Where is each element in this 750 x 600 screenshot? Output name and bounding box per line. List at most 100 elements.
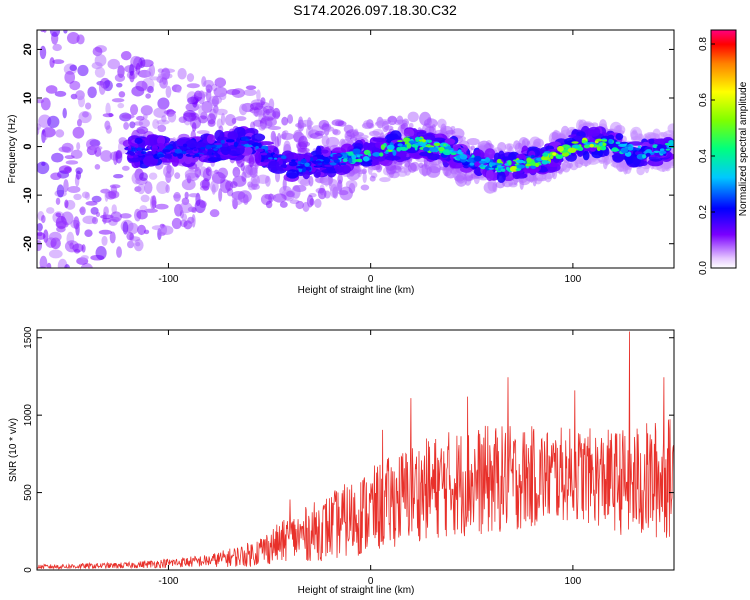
spectrogram-cell [396,140,403,143]
snr-panel: -100 0 100 0 500 1000 1500 Height of straight… [8,326,675,596]
y-tick-label: 1500 [23,326,34,349]
spectrogram-cell [147,85,154,94]
spectrogram-cell [425,139,429,143]
spectrogram-cell [278,158,283,165]
spectrogram-cell [307,167,312,171]
snr-series-line [37,331,674,570]
spectrogram-cell [40,30,45,33]
spectrogram-cell [214,77,227,88]
spectrogram-cell [665,161,674,169]
spectrogram-cell [47,115,60,128]
spectrogram-cell [140,194,150,203]
spectrogram-cell [407,111,419,123]
y-tick-label: 10 [22,92,34,104]
spectrogram-cell [363,141,370,153]
spectrogram-cell [219,92,227,101]
spectrogram-cell [280,163,287,168]
spectrogram-cell [173,191,181,202]
spectrogram-cell [46,207,55,214]
spectrogram-cell [396,115,404,125]
spectrogram-cell [109,231,116,244]
spectrogram-cell [516,164,526,169]
spectrogram-cell [64,155,75,160]
spectrogram-cell [95,246,107,260]
spectrogram-cell [371,160,380,165]
spectrogram-cell [408,140,417,144]
spectrogram-cell [422,146,430,152]
spectrogram-cell [342,158,348,163]
spectrogram-cell [530,154,535,159]
spectrogram-cell [310,163,317,173]
spectrogram-cell [526,157,532,163]
spectrogram-cell [372,152,382,157]
spectrogram-cell [62,270,75,277]
spectrogram-cell [250,183,260,190]
colorbar-gradient [710,29,737,269]
spectrogram-cell [37,240,43,252]
spectrogram-cell [368,130,381,137]
spectrogram-cell [297,116,304,130]
spectrogram-cell [601,145,607,151]
spectrogram-cell [151,148,158,152]
spectrogram-cell [341,165,351,174]
spectrogram-cell [137,183,146,195]
spectrogram-cell [119,213,132,219]
spectrogram-cell [157,135,166,146]
spectrogram-cell [339,162,347,166]
spectrogram-cell [114,73,126,82]
spectrogram-cell [77,64,89,77]
spectrogram-cell [150,195,155,210]
spectrogram-cell [549,155,554,159]
spectrogram-cell [123,121,130,130]
spectrogram-cell [72,126,85,139]
spectrogram-cell [56,184,65,198]
y-tick-label: 1000 [23,404,34,427]
spectrogram-cell [297,147,310,154]
spectrogram-blobs [37,30,674,277]
spectrogram-cell [602,157,608,170]
spectrogram-cell [235,116,247,121]
spectrogram-cell [250,121,256,130]
spectrogram-cell [334,155,338,161]
spectrogram-cell [516,159,525,164]
spectrogram-cell [73,216,80,230]
spectrogram-cell [396,146,402,152]
spectrogram-cell [157,124,167,133]
spectrogram-cell [248,154,255,168]
spectrogram-cell [355,134,369,140]
spectrogram-cell [620,147,629,154]
spectrogram-cell [272,193,287,203]
spectrogram-cell [149,76,161,81]
spectrogram-cell [510,166,517,171]
spectrogram-cell [619,161,624,168]
spectrogram-cell [85,102,92,110]
spectrogram-cell [136,126,149,135]
spectrogram-cell [51,152,64,163]
spectrogram-cell [217,167,229,179]
spectrogram-cell [362,156,370,162]
spectrogram-cell [660,148,665,152]
spectrogram-cell [329,162,337,166]
spectrogram-cell [237,190,252,204]
spectrogram-cell [389,130,402,142]
spectrogram-cell [418,162,424,169]
spectrogram-cell [206,134,216,144]
spectrogram-cell [345,180,358,189]
spectrogram-cell [116,246,122,258]
spectrogram-cell [176,85,182,94]
spectrogram-cell [64,70,76,84]
spectrogram-cell [135,80,148,92]
spectrogram-cell [110,184,118,196]
chart-title: S174.2026.097.18.30.C32 [293,2,457,18]
spectrogram-cell [296,165,304,169]
spectrogram-cell [262,108,277,121]
spectrogram-cell [105,125,112,134]
spectrogram-cell [267,160,280,173]
spectrogram-y-ticks: -20 -10 0 10 20 [22,43,674,252]
spectrogram-cell [148,134,159,147]
spectrogram-cell [182,143,188,148]
spectrogram-cell [348,157,353,164]
spectrogram-cell [190,143,195,148]
colorbar-label: Normalized spectral amplitude [738,81,749,216]
spectrogram-cell [78,111,92,124]
